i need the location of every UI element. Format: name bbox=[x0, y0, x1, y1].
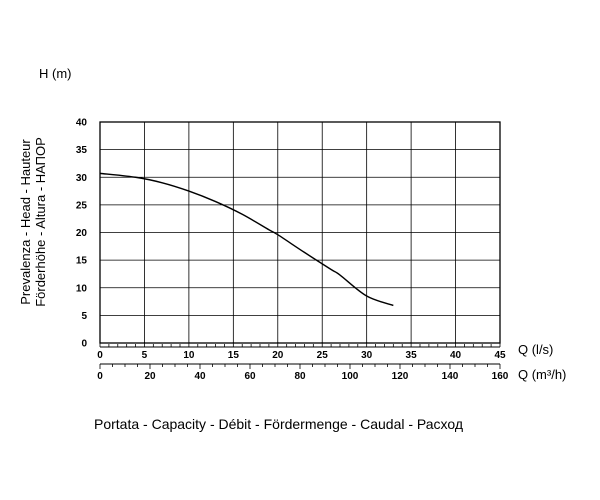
x-ls-tick-label-3: 15 bbox=[228, 350, 240, 361]
grid bbox=[99, 121, 501, 344]
x-ls-tick-label-1: 5 bbox=[142, 350, 148, 361]
x-ls-tick-label-8: 40 bbox=[450, 350, 462, 361]
x-m3h-tick-label-1: 20 bbox=[144, 371, 156, 382]
series-points bbox=[99, 173, 394, 306]
y-tick-label-6: 30 bbox=[76, 173, 88, 184]
x-m3h-tick-label-8: 160 bbox=[492, 371, 509, 382]
x-axis-m3h: 0 20 40 60 80 100 120 140 160 bbox=[97, 363, 509, 382]
x-m3h-tick-label-3: 60 bbox=[244, 371, 256, 382]
x-m3h-tick-label-5: 100 bbox=[342, 371, 359, 382]
y-axis-label: H (m) bbox=[39, 66, 72, 81]
y-tick-label-1: 5 bbox=[81, 311, 87, 322]
x-ls-tick-label-9: 45 bbox=[494, 350, 506, 361]
x-ls-tick-label-2: 10 bbox=[183, 350, 195, 361]
x-m3h-tick-label-4: 80 bbox=[294, 371, 306, 382]
x-ls-tick-label-5: 25 bbox=[317, 350, 329, 361]
x-axis-m3h-unit-label: Q (m³/h) bbox=[518, 367, 566, 382]
plot-frame bbox=[99, 121, 501, 344]
x-axis-ls-unit-label: Q (l/s) bbox=[518, 342, 553, 357]
y-tick-label-5: 25 bbox=[76, 200, 88, 211]
x-m3h-tick-label-0: 0 bbox=[97, 371, 103, 382]
y-tick-label-2: 10 bbox=[76, 283, 88, 294]
y-tick-label-4: 20 bbox=[76, 228, 88, 239]
series-line bbox=[99, 172, 394, 307]
x-ls-tick-label-6: 30 bbox=[361, 350, 373, 361]
x-m3h-tick-label-7: 140 bbox=[442, 371, 459, 382]
x-ls-tick-label-0: 0 bbox=[97, 350, 103, 361]
y-tick-labels: 0 5 10 15 20 25 30 35 40 bbox=[76, 118, 88, 350]
x-m3h-tick-label-6: 120 bbox=[392, 371, 409, 382]
y-tick-label-7: 35 bbox=[76, 145, 88, 156]
y-axis-title-line-1: Prevalenza - Head - Hauteur bbox=[18, 139, 33, 305]
y-axis-title-line-2: Förderhöhe - Altura - НАПОР bbox=[33, 137, 48, 307]
x-m3h-tick-label-2: 40 bbox=[194, 371, 206, 382]
x-axis-ls: 0 5 10 15 20 25 30 35 40 45 bbox=[97, 342, 506, 361]
x-ls-tick-label-4: 20 bbox=[272, 350, 284, 361]
x-caption: Portata - Capacity - Débit - Fördermenge… bbox=[94, 416, 463, 432]
y-tick-label-0: 0 bbox=[81, 339, 87, 350]
y-tick-label-3: 15 bbox=[76, 256, 88, 267]
y-tick-label-8: 40 bbox=[76, 118, 88, 129]
x-ls-tick-label-7: 35 bbox=[406, 350, 418, 361]
